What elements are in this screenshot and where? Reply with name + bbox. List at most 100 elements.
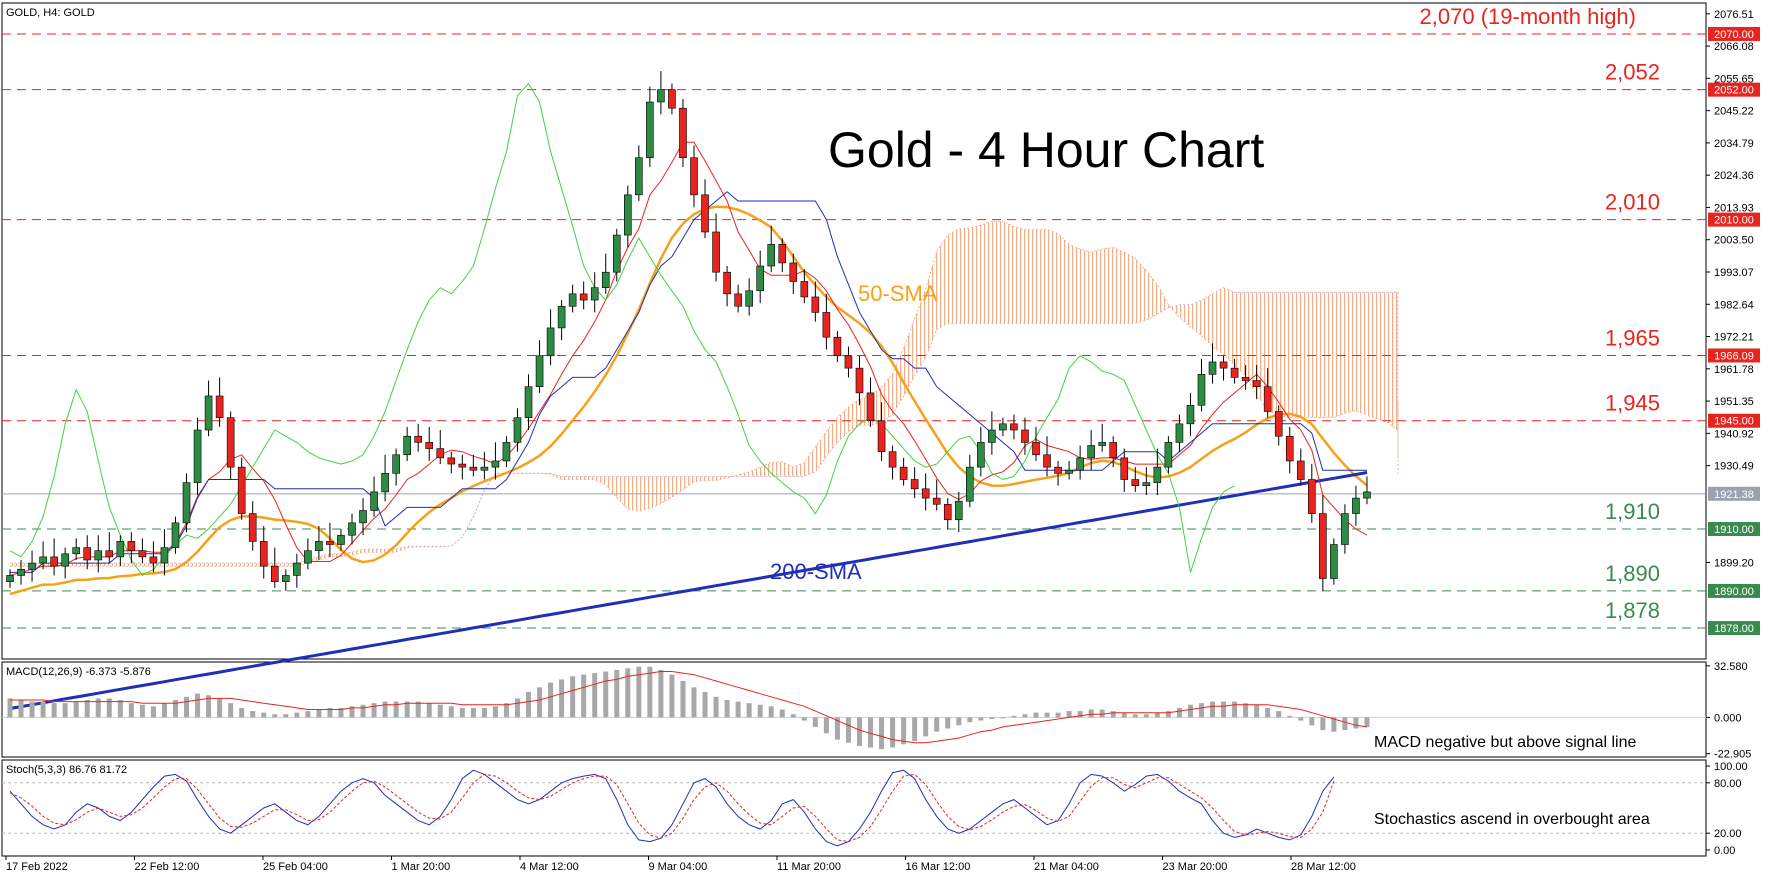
- macd-bar: [779, 709, 785, 718]
- candle-body: [436, 448, 445, 459]
- macd-bar: [1353, 717, 1359, 729]
- time-axis-label: 22 Feb 12:00: [135, 861, 200, 873]
- macd-bar: [1143, 714, 1149, 718]
- macd-bar: [658, 669, 664, 718]
- level-price-tag: [1708, 413, 1760, 428]
- candle-body: [635, 157, 643, 196]
- candle-body: [160, 547, 169, 564]
- candle-body: [17, 568, 25, 576]
- candle-body: [668, 89, 676, 109]
- candle-body: [370, 491, 378, 511]
- level-price-tag-text: 2010.00: [1714, 215, 1754, 227]
- macd-bar: [393, 701, 399, 718]
- candle-body: [712, 231, 720, 273]
- time-axis-label: 17 Feb 2022: [6, 861, 68, 873]
- stoch-indicator-label: Stoch(5,3,3) 86.76 81.72: [6, 764, 127, 776]
- macd-bar: [868, 717, 874, 748]
- candle-body: [1131, 479, 1140, 487]
- level-price-tag: [1708, 26, 1760, 41]
- price-axis-label: 2003.50: [1714, 235, 1754, 247]
- macd-bar: [746, 703, 752, 718]
- time-axis-label: 1 Mar 20:00: [392, 861, 451, 873]
- candle-body: [61, 553, 69, 567]
- candle-body: [1065, 469, 1073, 474]
- price-axis-label: 1899.20: [1714, 557, 1754, 569]
- candle-body: [910, 479, 919, 490]
- macd-bar: [790, 714, 796, 718]
- macd-bar: [184, 696, 190, 718]
- macd-bar: [823, 717, 829, 734]
- candle-body: [337, 534, 345, 545]
- sma50-line: [9, 205, 1368, 596]
- candle-body: [877, 420, 886, 452]
- macd-bar: [967, 717, 973, 723]
- candle-body: [204, 395, 213, 431]
- candle-body: [226, 417, 235, 468]
- level-price-tag: [1708, 522, 1760, 537]
- candle-body: [1010, 423, 1018, 431]
- macd-bar: [735, 701, 741, 718]
- level-price-tag-text: 2070.00: [1714, 29, 1754, 41]
- candle-body: [1032, 442, 1040, 456]
- time-axis-label: 9 Mar 04:00: [649, 861, 708, 873]
- macd-bar: [845, 717, 851, 743]
- macd-bar: [161, 703, 167, 718]
- candle-body: [745, 290, 753, 307]
- price-axis-label: 1940.92: [1714, 428, 1754, 440]
- candle-body: [612, 234, 621, 273]
- macd-bar: [1110, 711, 1116, 718]
- candle-body: [734, 293, 742, 307]
- macd-bar: [812, 717, 818, 727]
- price-axis-label: 2024.36: [1714, 170, 1754, 182]
- symbol-label: GOLD, H4: GOLD: [6, 7, 95, 19]
- macd-bar: [492, 706, 498, 718]
- level-annotation: 1,965: [1605, 325, 1660, 350]
- candle-body: [557, 305, 566, 329]
- level-annotation: 1,910: [1605, 499, 1660, 524]
- candle-body: [425, 442, 434, 449]
- candle-body: [1197, 374, 1206, 406]
- tenkan-line: [9, 141, 1368, 576]
- candle-body: [999, 423, 1007, 431]
- macd-bar: [503, 703, 509, 718]
- price-axis-label: 1930.49: [1714, 461, 1754, 473]
- macd-bar: [73, 701, 79, 718]
- macd-bar: [1044, 712, 1050, 718]
- candle-body: [988, 429, 996, 443]
- macd-bar: [890, 717, 896, 748]
- macd-bar: [1232, 701, 1238, 718]
- candle-body: [480, 466, 489, 471]
- candle-body: [39, 556, 47, 564]
- candle-body: [1076, 457, 1084, 471]
- candle-body: [403, 435, 411, 456]
- macd-bar: [989, 717, 995, 719]
- price-axis-label: 1961.78: [1714, 364, 1754, 376]
- candle-body: [932, 497, 941, 505]
- macd-bar: [879, 717, 885, 750]
- level-price-tag: [1708, 82, 1760, 97]
- current-price-tag: [1708, 486, 1760, 501]
- macd-bar: [426, 703, 432, 718]
- macd-bar: [1055, 712, 1061, 718]
- time-axis-label: 4 Mar 12:00: [520, 861, 579, 873]
- candle-body: [855, 367, 864, 394]
- candle-body: [259, 541, 268, 567]
- candle-body: [502, 442, 511, 462]
- macd-bar: [834, 717, 840, 740]
- macd-bar: [1132, 714, 1138, 718]
- macd-bar: [956, 717, 962, 726]
- candle-body: [359, 510, 367, 524]
- candle-body: [127, 541, 136, 551]
- macd-bar: [1198, 703, 1204, 718]
- macd-bar: [912, 717, 918, 742]
- stoch-annotation: Stochastics ascend in overbought area: [1374, 811, 1650, 828]
- macd-bar: [625, 668, 631, 718]
- candle-body: [601, 271, 610, 288]
- macd-panel: [1, 661, 1707, 758]
- candle-body: [811, 296, 820, 313]
- candle-body: [921, 488, 930, 499]
- candle-body: [767, 244, 776, 267]
- candle-body: [171, 522, 180, 548]
- macd-bar: [548, 682, 554, 718]
- candle-body: [94, 550, 103, 561]
